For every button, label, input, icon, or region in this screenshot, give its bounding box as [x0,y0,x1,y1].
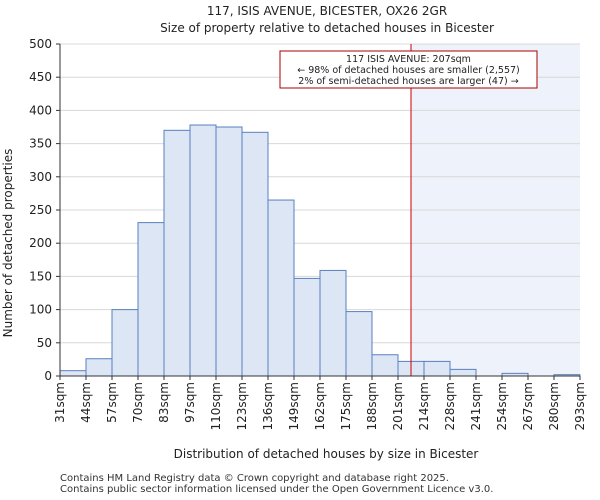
bar-214sqm [423,360,451,377]
footer-line-1: Contains HM Land Registry data © Crown c… [60,473,449,484]
y-tick-label-400: 400 [29,103,52,117]
y-tick-label-350: 350 [29,137,52,151]
bar-149sqm [293,277,321,377]
bar-175sqm [345,311,373,377]
x-tick-label-188sqm: 188sqm [365,382,379,430]
x-tick-label-214sqm: 214sqm [417,382,431,430]
x-tick-label-44sqm: 44sqm [79,382,93,423]
bar-228sqm [449,368,477,377]
annotation-line-3: 2% of semi-detached houses are larger (4… [298,76,518,87]
y-tick-label-500: 500 [29,37,52,51]
x-tick-label-254sqm: 254sqm [495,382,509,430]
x-tick-label-228sqm: 228sqm [443,382,457,430]
x-tick-label-110sqm: 110sqm [209,382,223,430]
x-tick-label-201sqm: 201sqm [391,382,405,430]
footer: Contains HM Land Registry data © Crown c… [60,473,493,495]
bar-44sqm [85,358,113,377]
x-tick-labels: 31sqm 44sqm 57sqm 70sqm 83sqm 97sqm 110sqm 123s… [53,376,587,430]
y-tick-label-450: 450 [29,70,52,84]
x-tick-label-97sqm: 97sqm [183,382,197,423]
y-tick-label-0: 0 [44,369,52,383]
x-tick-label-57sqm: 57sqm [105,382,119,423]
chart-title: 117, ISIS AVENUE, BICESTER, OX26 2GR [207,4,447,18]
y-tick-label-150: 150 [29,269,52,283]
x-tick-label-31sqm: 31sqm [53,382,67,423]
bar-162sqm [319,269,347,377]
bar-97sqm [189,124,217,377]
x-tick-label-123sqm: 123sqm [235,382,249,430]
x-tick-label-280sqm: 280sqm [547,382,561,430]
y-tick-label-200: 200 [29,236,52,250]
x-tick-label-70sqm: 70sqm [131,382,145,423]
x-axis-label: Distribution of detached houses by size … [174,447,479,461]
x-tick-label-241sqm: 241sqm [469,382,483,430]
x-tick-label-149sqm: 149sqm [287,382,301,430]
y-tick-label-50: 50 [37,336,52,350]
chart-subtitle: Size of property relative to detached ho… [160,21,494,35]
x-tick-label-267sqm: 267sqm [521,382,535,430]
annotation-box: 117 ISIS AVENUE: 207sqm ← 98% of detache… [279,50,538,89]
x-tick-label-136sqm: 136sqm [261,382,275,430]
bar-57sqm [111,309,139,377]
x-tick-label-83sqm: 83sqm [157,382,171,423]
footer-line-2: Contains public sector information licen… [60,484,494,495]
annotation-border [279,50,538,89]
annotation-line-2: ← 98% of detached houses are smaller (2,… [297,65,520,76]
bar-110sqm [215,126,243,377]
x-tick-label-175sqm: 175sqm [339,382,353,430]
bar-136sqm [267,199,295,377]
bar-123sqm [241,131,269,377]
y-tick-label-300: 300 [29,170,52,184]
bar-31sqm [59,370,87,377]
bar-83sqm [163,129,191,377]
x-tick-label-293sqm: 293sqm [573,382,587,430]
y-tick-label-250: 250 [29,203,52,217]
x-tick-label-162sqm: 162sqm [313,382,327,430]
bar-188sqm [371,354,399,377]
y-tick-labels: 0 50 100 150 200 250 300 350 400 450 500 [29,37,60,383]
y-tick-label-100: 100 [29,303,52,317]
y-axis-label: Number of detached properties [1,149,15,338]
annotation-line-1: 117 ISIS AVENUE: 207sqm [346,54,471,65]
bar-70sqm [137,222,165,377]
